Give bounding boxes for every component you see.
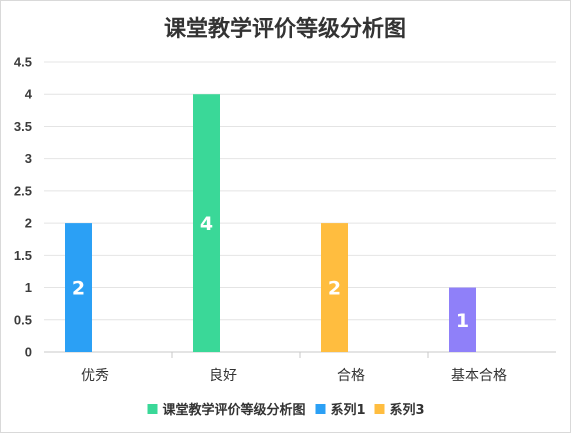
x-category-label: 良好 [209,368,237,384]
data-label: 2 [328,278,341,300]
data-label: 4 [200,213,213,235]
x-category-label: 合格 [337,368,365,384]
y-tick-label: 2.5 [14,183,32,198]
bars: 2 4 2 1 [65,94,476,352]
x-axis: 优秀 良好 合格 基本合格 [81,352,507,384]
legend: 课堂教学评价等级分析图 系列1 系列3 [147,402,425,418]
y-tick-label: 4.5 [14,55,32,70]
y-tick-label: 0.5 [14,312,32,327]
y-tick-label: 1.5 [14,248,32,263]
gridlines [44,61,556,353]
bar-2 [193,94,220,352]
chart-title: 课堂教学评价等级分析图 [164,16,406,42]
y-tick-label: 4 [25,87,33,102]
y-tick-label: 3 [25,151,32,166]
legend-swatch [315,404,326,414]
y-tick-label: 3.5 [14,119,32,134]
data-label: 1 [456,310,469,332]
y-tick-label: 0 [25,345,32,360]
y-tick-label: 2 [25,216,32,231]
legend-item-label: 课堂教学评价等级分析图 [163,402,306,418]
x-category-label: 基本合格 [451,367,507,384]
bar-4 [449,287,476,352]
y-tick-label: 1 [25,280,32,295]
y-axis: 0 0.5 1 1.5 2 2.5 3 3.5 4 4.5 [14,55,33,360]
legend-swatch [147,404,158,414]
bar-1 [65,223,92,352]
legend-item-label: 系列3 [390,402,425,418]
x-category-label: 优秀 [81,368,109,384]
legend-swatch [374,404,385,414]
legend-item-label: 系列1 [331,402,366,418]
data-label: 2 [72,278,85,300]
bar-3 [321,223,348,352]
